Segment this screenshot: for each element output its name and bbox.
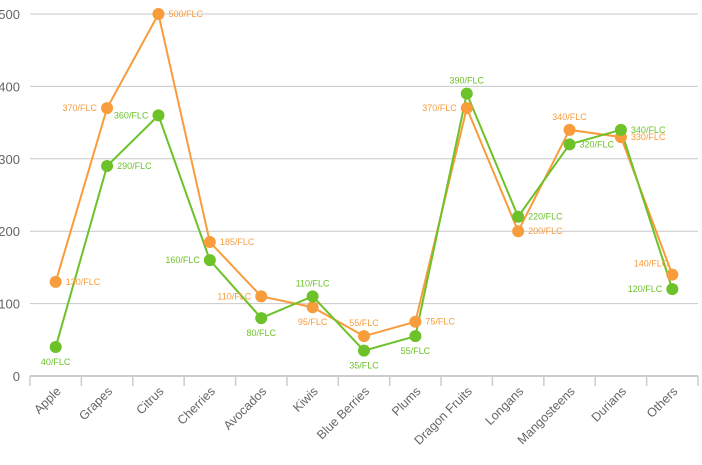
data-label: 370/FLC — [63, 103, 98, 113]
y-tick-label: 100 — [0, 297, 20, 312]
data-label: 55/FLC — [401, 346, 431, 356]
data-point — [460, 87, 473, 100]
data-label: 185/FLC — [220, 237, 255, 247]
data-label: 110/FLC — [217, 291, 251, 301]
data-label: 220/FLC — [528, 212, 563, 222]
data-point — [563, 123, 576, 136]
data-point — [563, 138, 576, 151]
data-point — [409, 330, 422, 343]
y-tick-label: 0 — [13, 369, 20, 384]
data-point — [666, 283, 679, 296]
data-label: 55/FLC — [349, 318, 379, 328]
data-label: 200/FLC — [528, 226, 563, 236]
data-label: 500/FLC — [168, 9, 203, 19]
data-point — [101, 102, 114, 115]
data-label: 80/FLC — [246, 328, 276, 338]
data-label: 360/FLC — [114, 110, 149, 120]
data-label: 110/FLC — [296, 278, 330, 288]
x-tick-label: Apple — [31, 384, 64, 417]
x-tick-label: Cherries — [175, 384, 218, 427]
data-point — [358, 330, 370, 343]
data-label: 330/FLC — [631, 132, 666, 142]
series-line — [54, 11, 674, 338]
data-point — [512, 210, 525, 223]
data-label: 290/FLC — [117, 161, 152, 171]
data-point — [306, 301, 319, 314]
data-label: 340/FLC — [552, 112, 587, 122]
x-tick-label: Citrus — [134, 384, 167, 417]
data-point — [358, 344, 370, 357]
x-tick-label: Kiwis — [290, 384, 321, 415]
data-label: 75/FLC — [425, 317, 455, 327]
data-point — [49, 341, 62, 354]
data-label: 160/FLC — [165, 255, 200, 265]
data-label: 95/FLC — [298, 317, 328, 327]
data-label: 35/FLC — [349, 361, 379, 371]
data-point — [152, 8, 165, 20]
data-point — [460, 102, 473, 115]
data-label: 130/FLC — [66, 277, 101, 287]
data-point — [255, 290, 268, 303]
x-tick-label: Others — [644, 384, 680, 420]
x-tick-label: Blue Berries — [314, 384, 372, 442]
x-tick-label: Grapes — [76, 384, 115, 423]
data-point — [49, 275, 62, 288]
data-point — [306, 290, 319, 303]
y-tick-label: 400 — [0, 79, 20, 94]
data-point — [512, 225, 525, 238]
x-tick-label: Durians — [589, 384, 629, 424]
data-point — [255, 312, 268, 325]
x-tick-label: Avocados — [221, 384, 270, 433]
data-point — [614, 123, 627, 136]
data-label: 340/FLC — [631, 125, 666, 135]
data-label: 320/FLC — [580, 139, 615, 149]
data-point — [101, 160, 114, 173]
data-point — [203, 254, 216, 267]
data-label: 390/FLC — [450, 76, 485, 86]
data-label: 120/FLC — [628, 284, 663, 294]
x-tick-label: Plums — [389, 384, 423, 418]
data-point — [666, 268, 679, 281]
data-label: 370/FLC — [422, 103, 457, 113]
y-tick-label: 300 — [0, 152, 20, 167]
data-label: 140/FLC — [634, 259, 669, 269]
data-point — [152, 109, 165, 122]
y-tick-label: 500 — [0, 7, 20, 22]
y-tick-label: 200 — [0, 224, 20, 239]
data-point — [203, 236, 216, 249]
data-point — [409, 315, 422, 328]
data-label: 40/FLC — [41, 357, 71, 367]
x-tick-label: Longans — [482, 384, 526, 428]
